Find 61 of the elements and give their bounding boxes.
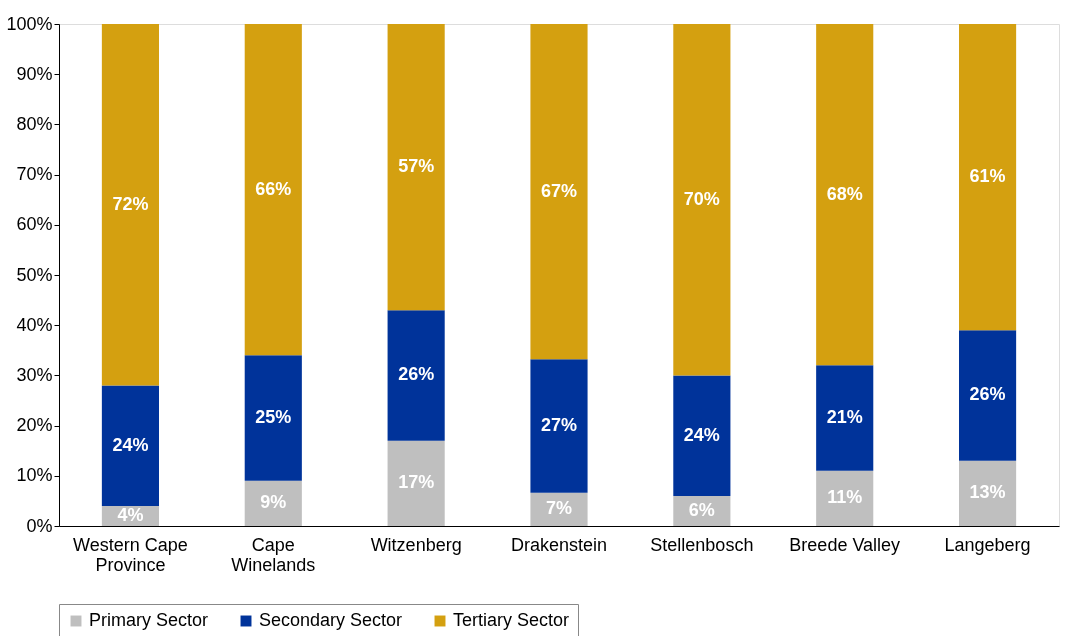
- bar: [387, 310, 445, 441]
- y-tick-label: 60%: [16, 214, 53, 235]
- legend-label: Tertiary Sector: [453, 610, 570, 630]
- bar: [530, 492, 588, 526]
- data-label: 68%: [826, 183, 863, 204]
- bar: [959, 24, 1017, 331]
- data-label: 17%: [398, 472, 435, 493]
- y-tick-label: 20%: [16, 415, 53, 436]
- y-tick-label: 90%: [16, 63, 53, 84]
- data-label: 4%: [117, 504, 144, 525]
- data-label: 26%: [398, 364, 435, 385]
- data-label: 72%: [112, 193, 149, 214]
- legend-label: Secondary Sector: [259, 610, 403, 630]
- y-tick-label: 100%: [6, 13, 53, 34]
- y-tick-label: 40%: [16, 314, 53, 335]
- y-tick-label: 0%: [26, 515, 53, 536]
- data-label: 26%: [969, 384, 1006, 405]
- bar: [959, 330, 1017, 461]
- bar: [530, 24, 588, 360]
- y-tick-label: 50%: [16, 264, 53, 285]
- bar: [387, 440, 445, 526]
- data-label: 61%: [969, 166, 1006, 187]
- data-label: 57%: [398, 156, 435, 177]
- bar: [387, 24, 445, 311]
- x-tick-label: Cape Winelands: [231, 534, 316, 575]
- data-label: 25%: [255, 407, 292, 428]
- data-label: 9%: [260, 492, 287, 513]
- data-label: 11%: [827, 487, 863, 508]
- data-label: 70%: [683, 188, 720, 209]
- data-label: 6%: [688, 499, 715, 520]
- y-tick-label: 10%: [16, 465, 53, 486]
- data-label: 13%: [969, 482, 1006, 503]
- bar: [959, 460, 1017, 526]
- y-tick-label: 80%: [16, 113, 53, 134]
- bar: [530, 359, 588, 493]
- data-label: 21%: [826, 407, 863, 428]
- bar: [244, 480, 302, 526]
- bar: [101, 24, 159, 386]
- x-tick-label: Breede Valley: [789, 534, 901, 555]
- bar: [673, 375, 731, 496]
- x-tick-label: Stellenbosch: [650, 534, 754, 555]
- bar: [673, 24, 731, 376]
- x-tick-label: Witzenberg: [370, 534, 462, 555]
- x-tick-label: Langeberg: [944, 534, 1031, 555]
- y-tick-label: 70%: [16, 164, 53, 185]
- data-label: 24%: [683, 424, 720, 445]
- x-tick-label: Western Cape Province: [73, 534, 188, 575]
- data-label: 27%: [540, 415, 578, 436]
- data-label: 66%: [255, 178, 292, 199]
- x-tick-label: Drakenstein: [510, 534, 608, 555]
- bar: [244, 24, 302, 356]
- data-label: 7%: [545, 498, 573, 519]
- y-tick-label: 30%: [16, 364, 53, 385]
- bar: [101, 385, 159, 506]
- data-label: 67%: [540, 180, 578, 201]
- data-label: 24%: [112, 434, 149, 455]
- bar: [816, 24, 874, 366]
- legend-label: Primary Sector: [89, 610, 209, 630]
- bar: [244, 355, 302, 481]
- bar: [816, 365, 874, 471]
- bar: [816, 470, 874, 526]
